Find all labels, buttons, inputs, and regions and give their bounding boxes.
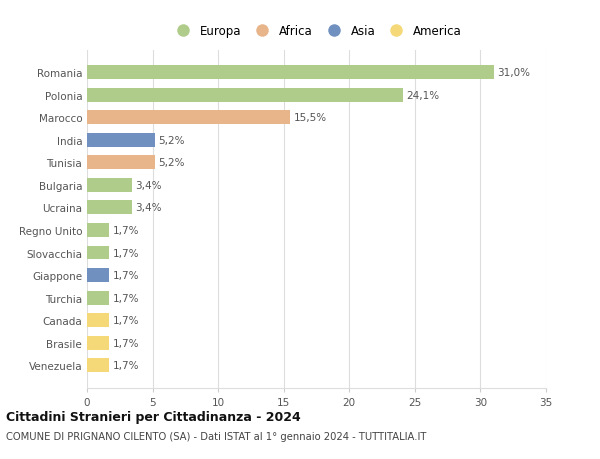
Text: 24,1%: 24,1%	[406, 90, 439, 101]
Text: 3,4%: 3,4%	[135, 180, 161, 190]
Bar	[87, 246, 109, 260]
Bar	[87, 201, 131, 215]
Text: 3,4%: 3,4%	[135, 203, 161, 213]
Text: Cittadini Stranieri per Cittadinanza - 2024: Cittadini Stranieri per Cittadinanza - 2…	[6, 410, 301, 423]
Text: 15,5%: 15,5%	[293, 113, 326, 123]
Bar	[87, 111, 290, 125]
Text: 1,7%: 1,7%	[113, 338, 139, 348]
Bar	[87, 313, 109, 327]
Text: 1,7%: 1,7%	[113, 361, 139, 370]
Bar	[87, 66, 494, 80]
Text: 1,7%: 1,7%	[113, 315, 139, 325]
Text: 1,7%: 1,7%	[113, 293, 139, 303]
Text: 1,7%: 1,7%	[113, 248, 139, 258]
Text: 5,2%: 5,2%	[158, 135, 185, 146]
Bar	[87, 179, 131, 192]
Text: 5,2%: 5,2%	[158, 158, 185, 168]
Bar	[87, 224, 109, 237]
Bar	[87, 88, 403, 102]
Bar	[87, 358, 109, 373]
Bar	[87, 269, 109, 282]
Text: 1,7%: 1,7%	[113, 270, 139, 280]
Bar	[87, 134, 155, 147]
Bar	[87, 291, 109, 305]
Bar	[87, 156, 155, 170]
Text: COMUNE DI PRIGNANO CILENTO (SA) - Dati ISTAT al 1° gennaio 2024 - TUTTITALIA.IT: COMUNE DI PRIGNANO CILENTO (SA) - Dati I…	[6, 431, 427, 441]
Bar	[87, 336, 109, 350]
Text: 1,7%: 1,7%	[113, 225, 139, 235]
Legend: Europa, Africa, Asia, America: Europa, Africa, Asia, America	[169, 22, 464, 40]
Text: 31,0%: 31,0%	[497, 68, 530, 78]
